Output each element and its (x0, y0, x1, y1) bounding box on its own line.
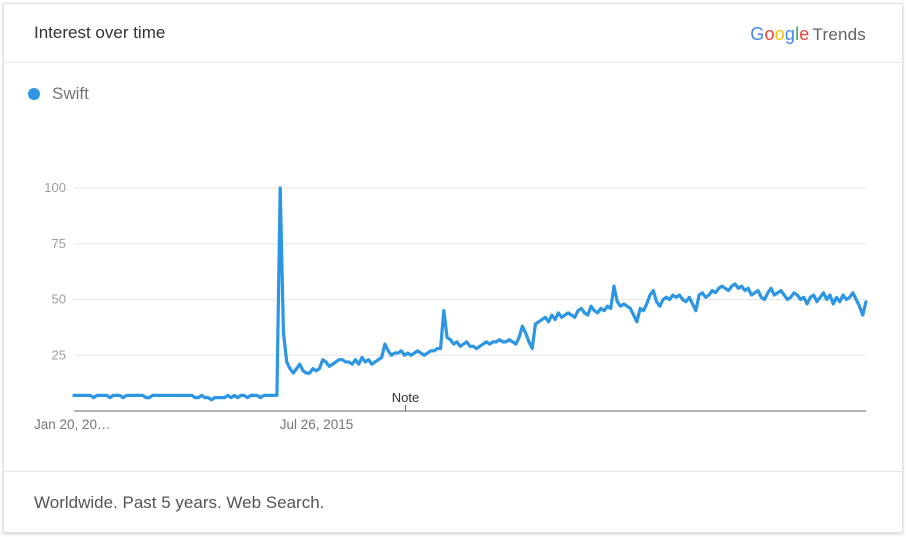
series-line-swift (72, 186, 868, 402)
google-trends-logo[interactable]: Google Trends (750, 24, 866, 44)
y-tick-label-100: 100 (44, 180, 66, 195)
chart-title: Interest over time (34, 23, 166, 42)
line-chart: 25 50 75 100 Jan 20, 20… Jul 26, 2015 Note (34, 180, 868, 432)
card-header: Interest over time Google Trends (4, 4, 902, 63)
y-tick-label-25: 25 (52, 347, 66, 362)
card-footer: Worldwide. Past 5 years. Web Search. (4, 471, 902, 532)
footer-text: Worldwide. Past 5 years. Web Search. (34, 493, 325, 512)
y-tick-label-75: 75 (52, 236, 66, 251)
note-label-0: Note (392, 390, 419, 405)
chart-card: Interest over time Google Trends Swift 25… (3, 3, 903, 533)
legend-dot-swift (28, 88, 40, 100)
x-tick-label-1: Jul 26, 2015 (280, 417, 354, 432)
y-tick-label-50: 50 (52, 292, 66, 307)
x-tick-label-0: Jan 20, 20… (34, 417, 111, 432)
legend: Swift (28, 84, 89, 104)
legend-label-swift: Swift (52, 84, 89, 103)
